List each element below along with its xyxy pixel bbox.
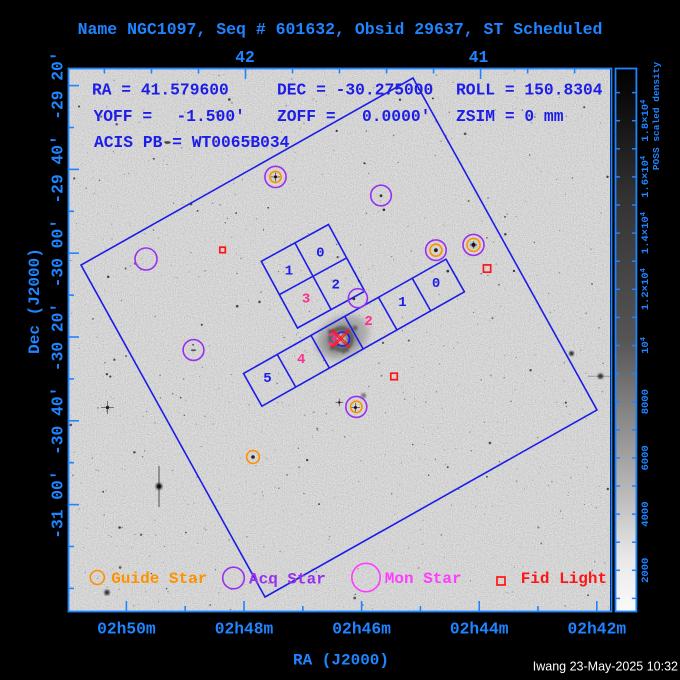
svg-text:ROLL = 150.8304: ROLL = 150.8304 xyxy=(456,81,603,100)
svg-text:Mon Star: Mon Star xyxy=(385,570,462,588)
svg-text:Name NGC1097, Seq # 601632, Ob: Name NGC1097, Seq # 601632, Obsid 29637,… xyxy=(78,20,603,39)
svg-text:2: 2 xyxy=(331,278,339,294)
svg-text:Dec (J2000): Dec (J2000) xyxy=(26,248,44,354)
svg-text:5: 5 xyxy=(263,371,271,387)
svg-text:4: 4 xyxy=(297,352,305,368)
svg-text:02h48m: 02h48m xyxy=(215,620,274,639)
svg-text:1.8×104: 1.8×104 xyxy=(640,100,652,142)
svg-text:-1.500': -1.500' xyxy=(177,107,245,126)
svg-text:42: 42 xyxy=(235,48,255,67)
svg-text:02h46m: 02h46m xyxy=(332,620,391,639)
svg-text:0: 0 xyxy=(432,276,440,292)
svg-text:02h50m: 02h50m xyxy=(97,620,156,639)
svg-text:Iwang 23-May-2025 10:32: Iwang 23-May-2025 10:32 xyxy=(533,660,678,674)
svg-text:8000: 8000 xyxy=(640,389,652,414)
svg-text:02h44m: 02h44m xyxy=(450,620,509,639)
svg-text:1.2×104: 1.2×104 xyxy=(640,268,652,310)
svg-text:-30 40': -30 40' xyxy=(49,387,68,455)
svg-text:1.6×104: 1.6×104 xyxy=(640,156,652,198)
svg-text:3: 3 xyxy=(302,292,310,308)
svg-text:ACIS PB = WT0065B034: ACIS PB = WT0065B034 xyxy=(94,133,290,152)
svg-text:POSS scaled density: POSS scaled density xyxy=(651,62,662,171)
svg-text:ZOFF =: ZOFF = xyxy=(277,107,336,126)
svg-text:-30 20': -30 20' xyxy=(49,303,68,371)
svg-text:2000: 2000 xyxy=(640,558,652,583)
svg-text:Guide Star: Guide Star xyxy=(111,570,207,588)
svg-text:-29 20': -29 20' xyxy=(49,51,68,119)
svg-text:-30 00': -30 00' xyxy=(49,219,68,287)
svg-text:1: 1 xyxy=(285,264,293,280)
svg-text:0.0000': 0.0000' xyxy=(362,107,430,126)
svg-text:ZSIM = 0 mm: ZSIM = 0 mm xyxy=(456,107,564,126)
svg-text:Acq Star: Acq Star xyxy=(249,571,326,589)
svg-text:DEC = -30.275000: DEC = -30.275000 xyxy=(277,81,433,100)
svg-text:4000: 4000 xyxy=(640,501,652,526)
svg-text:41: 41 xyxy=(469,48,489,67)
svg-text:1: 1 xyxy=(398,295,406,311)
svg-text:2: 2 xyxy=(364,314,372,330)
svg-text:Fid Light: Fid Light xyxy=(521,570,607,588)
svg-text:1.4×104: 1.4×104 xyxy=(640,212,652,254)
svg-text:RA = 41.579600: RA = 41.579600 xyxy=(92,81,229,100)
svg-text:RA (J2000): RA (J2000) xyxy=(293,652,389,670)
svg-text:-31 00': -31 00' xyxy=(49,470,68,538)
svg-text:6000: 6000 xyxy=(640,445,652,470)
svg-text:02h42m: 02h42m xyxy=(567,620,626,639)
svg-text:0: 0 xyxy=(316,246,324,262)
svg-text:YOFF =: YOFF = xyxy=(94,107,153,126)
svg-text:-29 40': -29 40' xyxy=(49,135,68,203)
